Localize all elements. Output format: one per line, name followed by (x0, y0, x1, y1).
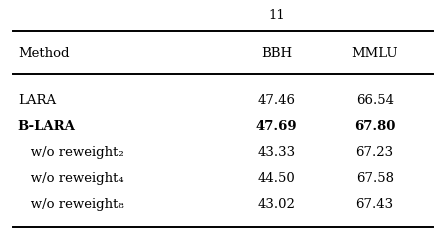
Text: 47.69: 47.69 (256, 120, 297, 133)
Text: B-LARA: B-LARA (18, 120, 76, 133)
Text: w/o reweight₂: w/o reweight₂ (18, 146, 124, 159)
Text: 67.58: 67.58 (355, 172, 394, 185)
Text: w/o reweight₈: w/o reweight₈ (18, 198, 124, 211)
Text: w/o reweight₄: w/o reweight₄ (18, 172, 124, 185)
Text: 11: 11 (268, 9, 285, 22)
Text: 43.02: 43.02 (258, 198, 295, 211)
Text: 67.43: 67.43 (355, 198, 394, 211)
Text: 47.46: 47.46 (257, 94, 296, 107)
Text: MMLU: MMLU (351, 46, 398, 60)
Text: 67.80: 67.80 (354, 120, 395, 133)
Text: Method: Method (18, 46, 69, 60)
Text: BBH: BBH (261, 46, 292, 60)
Text: 44.50: 44.50 (258, 172, 295, 185)
Text: LARA: LARA (18, 94, 56, 107)
Text: 67.23: 67.23 (355, 146, 394, 159)
Text: 43.33: 43.33 (257, 146, 296, 159)
Text: 66.54: 66.54 (355, 94, 394, 107)
